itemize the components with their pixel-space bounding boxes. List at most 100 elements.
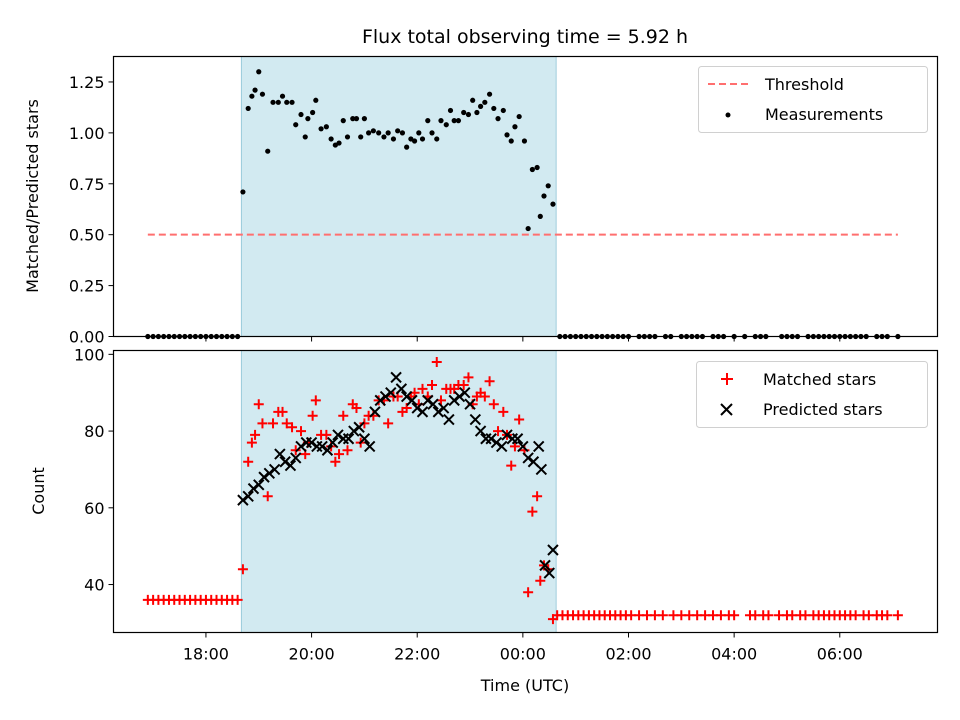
matched-star-point — [246, 437, 257, 448]
measurement-point — [508, 138, 514, 144]
measurement-point — [470, 97, 476, 103]
measurement-point — [447, 107, 454, 114]
top-y-tick-label: 1.00 — [69, 124, 105, 143]
predicted-star-point — [274, 448, 286, 460]
x-tick-label: 00:00 — [500, 645, 546, 664]
legend-predicted-swatch — [720, 403, 733, 416]
predicted-star-point — [400, 390, 413, 403]
predicted-star-point — [539, 559, 551, 572]
measurement-point — [284, 99, 290, 105]
top-legend: Threshold Measurements — [698, 66, 928, 133]
predicted-star-point — [258, 471, 270, 483]
matched-star-point — [321, 429, 332, 440]
matched-star-point — [342, 445, 353, 456]
predicted-star-point — [490, 436, 503, 449]
matched-star-point — [338, 410, 349, 421]
matched-star-point — [532, 491, 543, 502]
top-y-tick-label: 0.75 — [69, 175, 105, 194]
measurement-point — [443, 122, 449, 128]
top-y-axis-label: Matched/Predicted stars — [23, 99, 42, 293]
measurement-point — [245, 105, 251, 112]
predicted-star-point — [443, 413, 455, 426]
matched-star-point — [493, 426, 504, 437]
measurement-point — [534, 164, 540, 171]
matched-star-point — [514, 414, 525, 425]
predicted-star-point — [411, 402, 423, 414]
predicted-star-point — [501, 429, 513, 441]
bottom-y-tick-label: 80 — [84, 422, 104, 441]
measurement-point — [478, 103, 484, 109]
measurement-point — [376, 130, 382, 136]
measurement-point — [318, 126, 324, 132]
matched-star-point — [307, 410, 318, 421]
measurement-point — [429, 130, 435, 136]
matched-star-point — [488, 399, 499, 410]
measurement-point — [240, 189, 246, 195]
predicted-star-point — [432, 406, 445, 418]
matched-star-point — [417, 383, 428, 394]
matched-star-point — [523, 587, 534, 598]
top-y-tick-label: 0.50 — [69, 226, 105, 245]
predicted-star-point — [295, 440, 307, 453]
measurement-point — [310, 109, 316, 116]
predicted-star-point — [363, 440, 376, 453]
predicted-star-point — [263, 467, 276, 479]
bottom-legend-box — [696, 361, 928, 428]
matched-star-point — [484, 376, 495, 387]
measurement-point — [451, 118, 457, 124]
predicted-star-point — [379, 390, 392, 403]
measurement-point — [305, 116, 311, 122]
legend-threshold-label: Threshold — [764, 75, 844, 94]
predicted-star-point — [374, 394, 386, 407]
measurement-point — [486, 91, 493, 97]
predicted-star-point — [247, 482, 260, 495]
measurement-point — [370, 128, 376, 134]
measurement-point — [521, 138, 528, 144]
matched-star-point — [427, 380, 438, 391]
matched-star-point — [359, 418, 370, 429]
legend-measurements-swatch — [725, 112, 731, 118]
measurement-point — [550, 201, 556, 207]
top-axes-frame — [112, 55, 939, 338]
matched-star-point — [527, 506, 538, 517]
measurement-point — [323, 124, 329, 130]
x-tick-label: 02:00 — [605, 645, 651, 664]
measurement-point — [344, 134, 351, 140]
matched-star-point — [882, 610, 893, 621]
predicted-star-point — [496, 440, 508, 453]
measurement-point — [545, 183, 551, 189]
legend-predicted-label: Predicted stars — [763, 400, 883, 419]
matched-star-point — [281, 418, 292, 429]
measurement-point — [537, 213, 543, 219]
predicted-star-point — [358, 433, 371, 445]
matched-star-point — [458, 380, 469, 391]
measurement-point — [279, 93, 286, 99]
predicted-star-point — [422, 394, 434, 407]
measurement-point — [541, 193, 547, 199]
measurement-point — [265, 148, 271, 154]
predicted-star-point — [284, 459, 297, 472]
measurement-point — [425, 118, 431, 124]
predicted-star-point — [316, 440, 328, 453]
x-tick-label: 22:00 — [394, 645, 440, 664]
predicted-star-point — [543, 567, 555, 579]
predicted-star-point — [416, 406, 429, 418]
legend-matched-swatch — [721, 373, 733, 385]
predicted-star-point — [326, 436, 339, 449]
measurement-point — [366, 130, 372, 136]
legend-measurements-label: Measurements — [765, 105, 883, 124]
measurement-point — [313, 97, 319, 103]
matched-star-point — [250, 429, 261, 440]
matched-star-point — [262, 491, 273, 502]
predicted-star-point — [474, 425, 487, 437]
predicted-star-point — [321, 444, 334, 456]
measurement-point — [259, 91, 266, 97]
matched-star-point — [509, 441, 520, 452]
matched-star-point — [763, 610, 774, 621]
matched-star-point — [351, 403, 362, 414]
measurement-point — [461, 109, 467, 116]
measurement-point — [491, 105, 497, 112]
measurement-point — [419, 136, 426, 142]
predicted-star-point — [332, 429, 344, 441]
measurement-point — [516, 113, 522, 120]
